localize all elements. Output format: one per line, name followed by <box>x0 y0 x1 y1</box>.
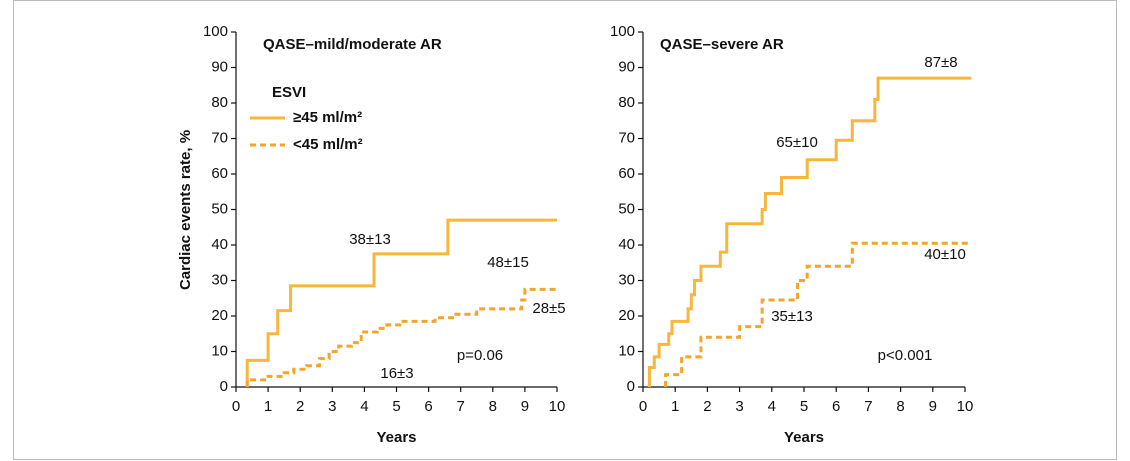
y-tick-label: 90 <box>618 58 635 75</box>
x-tick-label: 4 <box>768 398 776 415</box>
annotation: 28±5 <box>532 300 565 317</box>
legend-label: ≥45 ml/m² <box>293 109 362 126</box>
legend-label: <45 ml/m² <box>293 136 363 153</box>
y-tick-label: 40 <box>211 236 228 253</box>
y-tick-label: 60 <box>211 165 228 182</box>
annotation: p<0.001 <box>878 347 933 364</box>
y-tick-label: 20 <box>211 307 228 324</box>
y-axis-label: Cardiac events rate, % <box>177 130 194 290</box>
step-line <box>647 76 972 387</box>
annotation: 48±15 <box>487 254 529 271</box>
y-tick-label: 50 <box>618 200 635 217</box>
panel-title: QASE–mild/moderate AR <box>263 36 442 53</box>
step-line <box>664 241 972 387</box>
x-tick-label: 5 <box>800 398 808 415</box>
y-tick-label: 70 <box>211 129 228 146</box>
y-tick-label: 30 <box>211 271 228 288</box>
y-tick-label: 70 <box>618 129 635 146</box>
y-tick-label: 0 <box>220 378 228 395</box>
step-line <box>245 218 557 387</box>
y-tick-label: 90 <box>211 58 228 75</box>
x-tick-label: 6 <box>832 398 840 415</box>
x-tick-label: 7 <box>864 398 872 415</box>
y-tick-label: 0 <box>627 378 635 395</box>
x-axis-label: Years <box>784 429 824 446</box>
annotation: 65±10 <box>776 134 818 151</box>
x-tick-label: 0 <box>232 398 240 415</box>
x-tick-label: 8 <box>489 398 497 415</box>
x-tick-label: 8 <box>896 398 904 415</box>
annotation: 87±8 <box>924 54 957 71</box>
panel-title: QASE–severe AR <box>660 36 784 53</box>
y-tick-label: 10 <box>618 342 635 359</box>
y-tick-label: 60 <box>618 165 635 182</box>
x-tick-label: 1 <box>671 398 679 415</box>
x-tick-label: 7 <box>457 398 465 415</box>
y-tick-label: 50 <box>211 200 228 217</box>
annotation: p=0.06 <box>457 347 503 364</box>
annotation: 38±13 <box>349 231 391 248</box>
x-tick-label: 9 <box>521 398 529 415</box>
x-tick-label: 1 <box>264 398 272 415</box>
y-tick-label: 40 <box>618 236 635 253</box>
y-tick-label: 80 <box>211 94 228 111</box>
x-tick-label: 10 <box>957 398 974 415</box>
y-tick-label: 30 <box>618 271 635 288</box>
x-tick-label: 3 <box>328 398 336 415</box>
x-tick-label: 10 <box>549 398 566 415</box>
annotation: 16±3 <box>380 365 413 382</box>
frame <box>13 0 1117 460</box>
annotation: 35±13 <box>771 308 813 325</box>
x-tick-label: 0 <box>639 398 647 415</box>
y-tick-label: 10 <box>211 342 228 359</box>
y-tick-label: 100 <box>610 23 635 40</box>
x-tick-label: 5 <box>392 398 400 415</box>
x-tick-label: 6 <box>424 398 432 415</box>
x-tick-label: 2 <box>703 398 711 415</box>
x-axis-label: Years <box>376 429 416 446</box>
x-tick-label: 4 <box>360 398 368 415</box>
y-tick-label: 100 <box>203 23 228 40</box>
y-tick-label: 20 <box>618 307 635 324</box>
x-tick-label: 9 <box>929 398 937 415</box>
x-tick-label: 2 <box>296 398 304 415</box>
legend-title: ESVI <box>272 84 306 101</box>
step-line <box>245 287 557 387</box>
y-tick-label: 80 <box>618 94 635 111</box>
annotation: 40±10 <box>924 246 966 263</box>
x-tick-label: 3 <box>735 398 743 415</box>
